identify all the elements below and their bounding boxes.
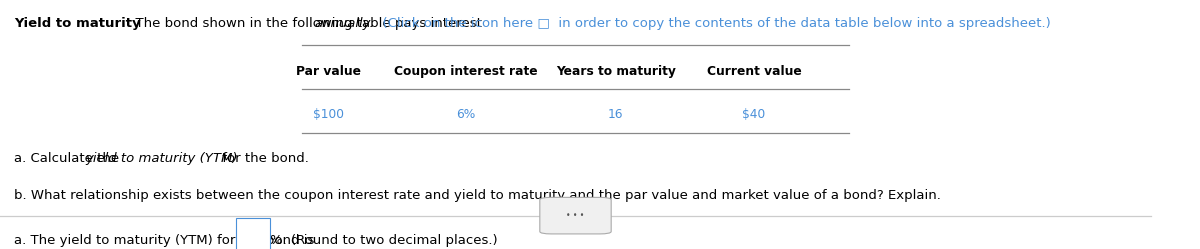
Text: The bond shown in the following table pays interest: The bond shown in the following table pa… bbox=[127, 17, 486, 30]
Text: annually.: annually. bbox=[314, 17, 374, 30]
Text: 6%: 6% bbox=[456, 108, 475, 122]
Text: (Click on the icon here □  in order to copy the contents of the data table below: (Click on the icon here □ in order to co… bbox=[374, 17, 1051, 30]
Text: a. The yield to maturity (YTM) for the bond is: a. The yield to maturity (YTM) for the b… bbox=[14, 234, 318, 247]
Text: $100: $100 bbox=[312, 108, 343, 122]
Text: b. What relationship exists between the coupon interest rate and yield to maturi: b. What relationship exists between the … bbox=[14, 189, 941, 202]
Text: • • •: • • • bbox=[566, 211, 584, 220]
Text: Coupon interest rate: Coupon interest rate bbox=[395, 64, 538, 78]
FancyBboxPatch shape bbox=[540, 197, 611, 234]
Text: $40: $40 bbox=[743, 108, 766, 122]
Text: Years to maturity: Years to maturity bbox=[556, 64, 676, 78]
Text: Current value: Current value bbox=[707, 64, 802, 78]
Text: Par value: Par value bbox=[295, 64, 360, 78]
Text: 16: 16 bbox=[608, 108, 624, 122]
Text: for the bond.: for the bond. bbox=[217, 152, 308, 165]
Text: Yield to maturity: Yield to maturity bbox=[14, 17, 140, 30]
Text: %. (Round to two decimal places.): %. (Round to two decimal places.) bbox=[270, 234, 498, 247]
FancyBboxPatch shape bbox=[236, 218, 270, 249]
Text: a. Calculate the: a. Calculate the bbox=[14, 152, 124, 165]
Text: yield to maturity (YTM): yield to maturity (YTM) bbox=[85, 152, 238, 165]
